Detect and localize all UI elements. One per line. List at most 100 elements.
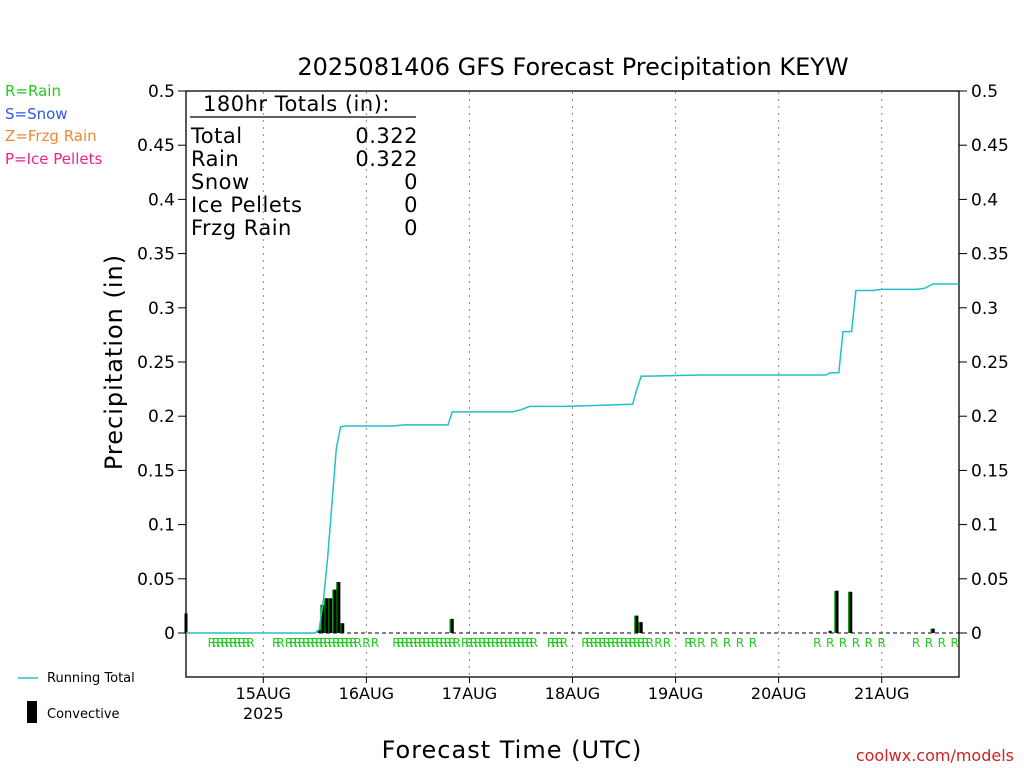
totals-ice-value: 0 — [404, 193, 418, 217]
y-axis-label: Precipitation (in) — [100, 254, 128, 470]
rain-marker: R — [654, 636, 662, 650]
rain-marker: R — [852, 636, 860, 650]
totals-rain-value: 0.322 — [355, 147, 418, 171]
rain-marker: R — [628, 636, 636, 650]
rain-marker: R — [439, 636, 447, 650]
rain-marker: R — [603, 636, 611, 650]
x-tick-label: 15AUG — [236, 684, 291, 703]
running-total-line — [186, 283, 959, 634]
rain-marker: R — [289, 636, 297, 650]
rain-marker: R — [302, 636, 310, 650]
rain-marker: R — [951, 636, 959, 650]
convective-legend-swatch — [27, 701, 37, 723]
rain-marker: R — [470, 636, 478, 650]
rain-marker: R — [276, 636, 284, 650]
rain-marker: R — [581, 636, 589, 650]
totals-frzg-value: 0 — [404, 216, 418, 240]
rain-marker: R — [354, 636, 362, 650]
rain-marker: R — [238, 636, 246, 650]
rain-marker: R — [216, 636, 224, 650]
convective-bar — [849, 591, 853, 633]
convective-bar — [341, 623, 345, 633]
rain-marker: R — [349, 636, 357, 650]
rain-marker: R — [474, 636, 482, 650]
total-precip-bars — [320, 582, 934, 633]
legend-ice-pellets: P=Ice Pellets — [5, 150, 102, 168]
y-tick-label-left: 0.1 — [148, 516, 175, 536]
rain-marker: R — [560, 636, 568, 650]
totals-rain-label: Rain — [191, 147, 239, 171]
rain-marker: R — [448, 636, 456, 650]
y-tick-label-right: 0.4 — [971, 190, 998, 210]
rain-marker: R — [495, 636, 503, 650]
rain-marker: R — [530, 636, 538, 650]
rain-marker: R — [710, 636, 718, 650]
y-tick-label-left: 0.15 — [137, 461, 175, 481]
rain-marker: R — [324, 636, 332, 650]
rain-marker: R — [504, 636, 512, 650]
precip-type-legend: R=Rain S=Snow Z=Frzg Rain P=Ice Pellets — [5, 82, 102, 168]
rain-marker: R — [371, 636, 379, 650]
convective-bar — [321, 604, 325, 633]
y-tick-label-right: 0.35 — [971, 245, 1009, 265]
x-tick-label: 21AUG — [854, 684, 909, 703]
rain-marker: R — [813, 636, 821, 650]
totals-header: 180hr Totals (in): — [203, 92, 390, 116]
convective-bar — [333, 589, 337, 633]
rain-marker: R — [624, 636, 632, 650]
rain-marker: R — [319, 636, 327, 650]
y-tick-label-right: 0.45 — [971, 136, 1009, 156]
rain-marker: R — [736, 636, 744, 650]
convective-legend-label: Convective — [47, 707, 120, 722]
rain-marker: R — [826, 636, 834, 650]
y-tick-label-left: 0.5 — [148, 82, 175, 102]
rain-marker: R — [684, 636, 692, 650]
convective-bars — [184, 582, 935, 633]
convective-bar — [931, 628, 935, 633]
rain-marker: R — [689, 636, 697, 650]
rain-marker: R — [598, 636, 606, 650]
rain-marker: R — [405, 636, 413, 650]
rain-marker: R — [547, 636, 555, 650]
rain-marker: R — [555, 636, 563, 650]
rain-marker: R — [697, 636, 705, 650]
rain-marker: R — [336, 636, 344, 650]
y-tick-label-left: 0.4 — [148, 190, 175, 210]
convective-bar — [635, 615, 639, 633]
x-axis-label: Forecast Time (UTC) — [382, 736, 643, 764]
convective-bar — [317, 629, 321, 633]
y-tick-label-left: 0.3 — [148, 299, 175, 319]
rain-marker: R — [663, 636, 671, 650]
rain-marker: R — [246, 636, 254, 650]
legend-rain: R=Rain — [5, 82, 61, 100]
rain-marker: R — [633, 636, 641, 650]
rain-marker: R — [611, 636, 619, 650]
rain-marker: R — [233, 636, 241, 650]
rain-marker: R — [409, 636, 417, 650]
rain-marker: R — [513, 636, 521, 650]
rain-marker: R — [521, 636, 529, 650]
rain-marker: R — [311, 636, 319, 650]
convective-bar — [184, 613, 188, 633]
rain-marker: R — [865, 636, 873, 650]
x-tick-sublabel: 2025 — [243, 704, 284, 723]
y-axes: 0 00.05 0.050.1 0.10.15 0.150.2 0.20.25 0.250.… — [137, 82, 1009, 644]
chart-title: 2025081406 GFS Forecast Precipitation KE… — [297, 53, 848, 81]
convective-bar — [325, 598, 329, 633]
totals-frzg-label: Frzg Rain — [191, 216, 292, 240]
y-tick-label-left: 0.2 — [148, 407, 175, 427]
rain-marker: R — [345, 636, 353, 650]
y-tick-label-right: 0.05 — [971, 570, 1009, 590]
rain-marker: R — [912, 636, 920, 650]
legend-snow: S=Snow — [5, 105, 68, 123]
rain-marker: R — [229, 636, 237, 650]
rain-marker: R — [452, 636, 460, 650]
rain-marker: R — [590, 636, 598, 650]
rain-marker: R — [641, 636, 649, 650]
y-tick-label-left: 0.45 — [137, 136, 175, 156]
rain-marker: R — [444, 636, 452, 650]
rain-marker: R — [925, 636, 933, 650]
totals-snow-label: Snow — [191, 170, 250, 194]
convective-bar — [450, 618, 454, 633]
